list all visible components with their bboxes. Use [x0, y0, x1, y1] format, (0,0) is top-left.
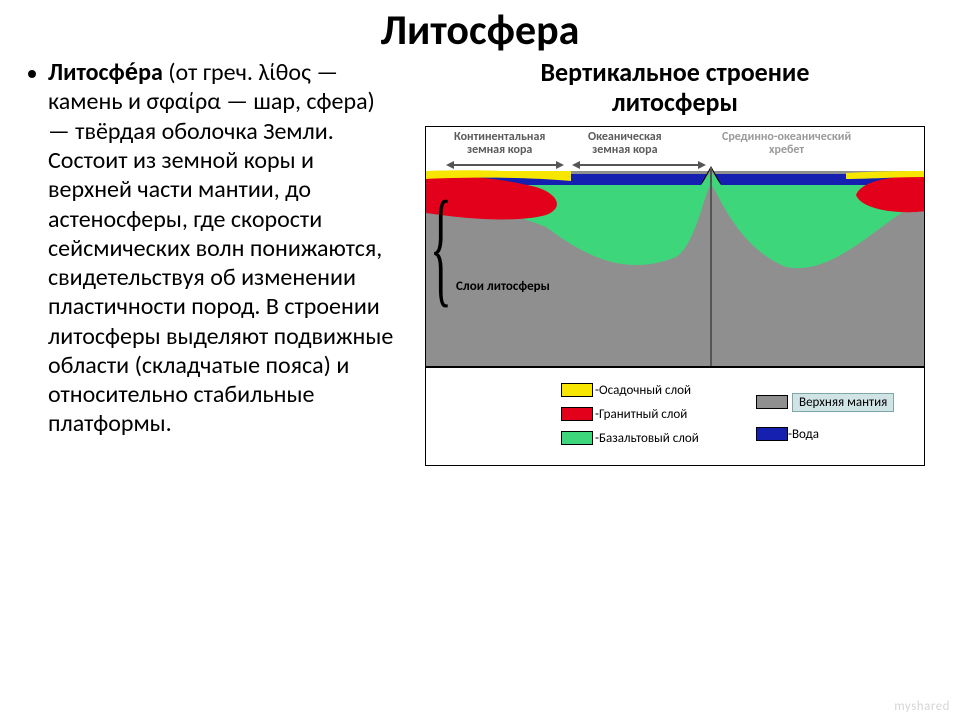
bullet-icon: [28, 70, 36, 78]
legend-swatch: [561, 431, 593, 445]
definition-text: Литосфе́ра (от греч. λίθος — камень и σφ…: [48, 58, 398, 438]
legend-item: Верхняя мантия: [756, 393, 894, 412]
term-bold: Литосфе́ра: [48, 58, 163, 87]
diagram-column: Вертикальное строение литосферы Континен…: [408, 58, 942, 466]
chart-title: Вертикальное строение литосферы: [408, 58, 942, 118]
page-title: Литосфера: [0, 0, 960, 54]
definition-rest: (от греч. λίθος — камень и σφαίρα — шар,…: [48, 58, 393, 438]
bullet-item: Литосфе́ра (от греч. λίθος — камень и σφ…: [28, 58, 398, 438]
label-oceanic: Океаническая земная кора: [588, 131, 662, 156]
legend-swatch: [561, 383, 593, 397]
legend-label: Верхняя мантия: [792, 393, 894, 412]
legend-item: -Базальтовый слой: [561, 431, 699, 446]
range-arrow-oceanic: [572, 161, 706, 169]
legend-swatch: [756, 427, 788, 441]
legend-item: -Вода: [756, 427, 819, 442]
range-arrow-continental: [446, 161, 564, 169]
content-row: Литосфе́ра (от греч. λίθος — камень и σφ…: [0, 58, 960, 466]
legend-swatch: [561, 407, 593, 421]
lithosphere-diagram: Континентальная земная кора Океаническая…: [425, 126, 925, 466]
brace-icon: {: [430, 172, 452, 322]
legend-label: -Осадочный слой: [595, 383, 691, 398]
label-layers: Слои литосферы: [456, 279, 550, 294]
label-ridge: Срединно-океанический хребет: [722, 131, 851, 156]
text-column: Литосфе́ра (от греч. λίθος — камень и σφ…: [28, 58, 408, 466]
chart-title-l2: литосферы: [612, 86, 738, 118]
legend-label: -Гранитный слой: [595, 407, 687, 422]
legend-item: -Осадочный слой: [561, 383, 691, 398]
label-continental: Континентальная земная кора: [454, 131, 545, 156]
legend-label: -Базальтовый слой: [595, 431, 699, 446]
legend-swatch: [756, 395, 788, 409]
chart-title-l1: Вертикальное строение: [540, 56, 809, 88]
watermark: myshared: [894, 699, 950, 714]
legend-item: -Гранитный слой: [561, 407, 687, 422]
legend-label: -Вода: [788, 427, 819, 442]
